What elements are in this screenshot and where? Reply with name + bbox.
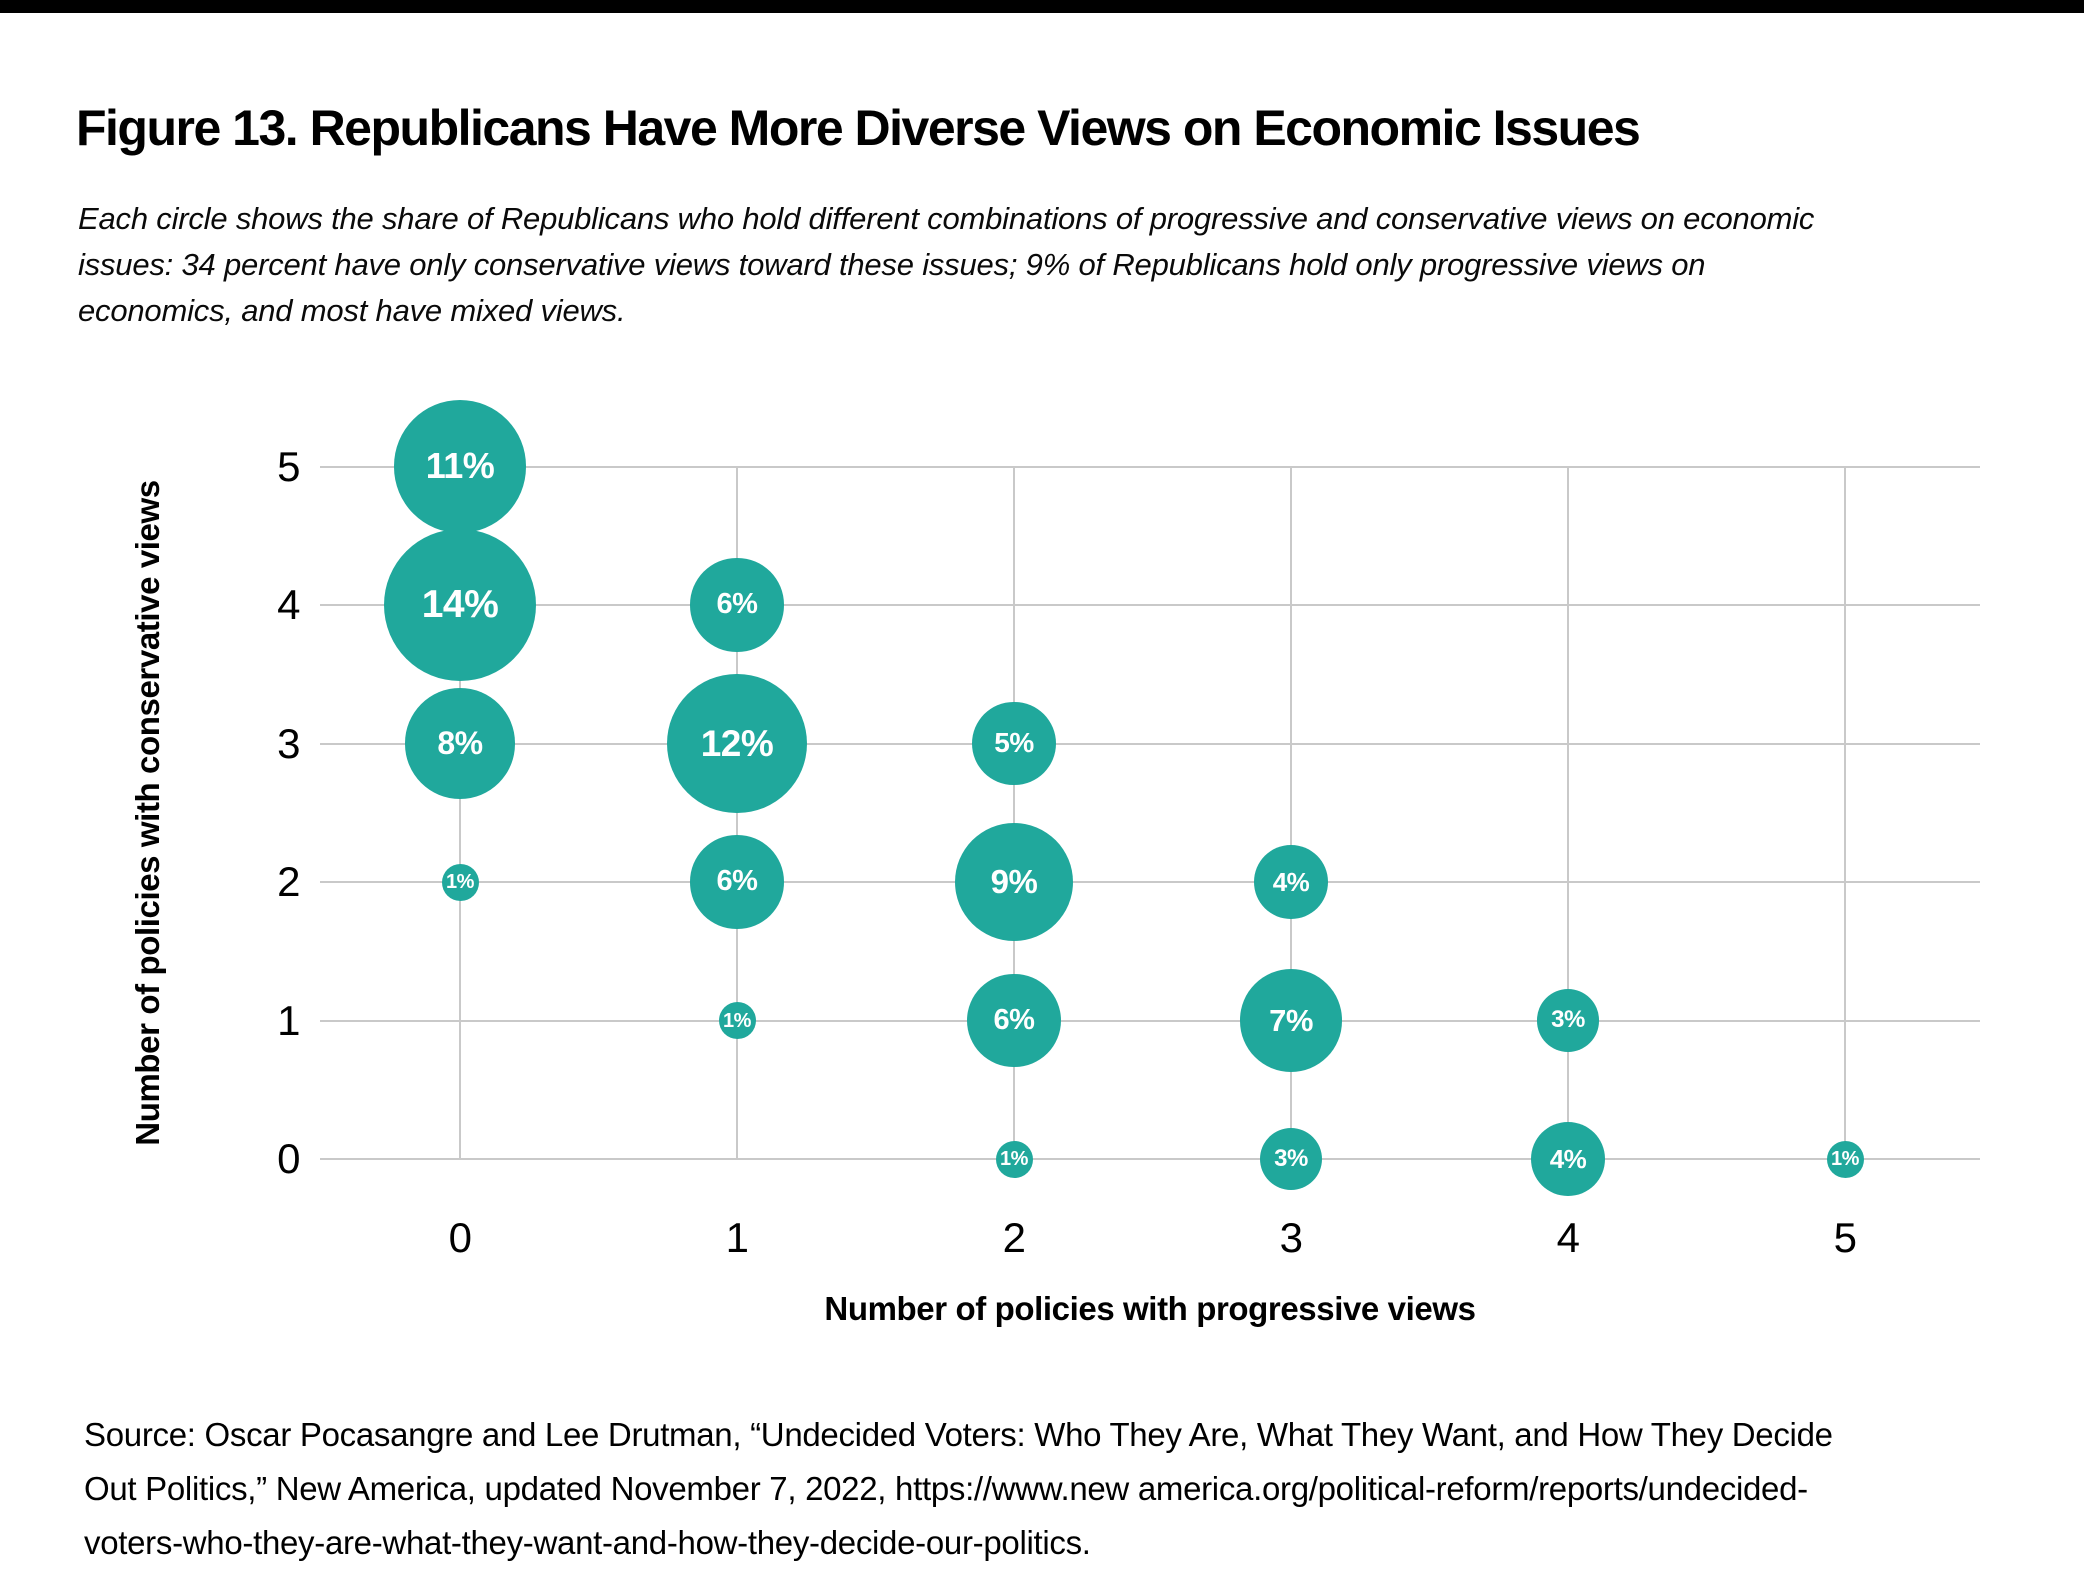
x-tick-label-4: 4 — [1556, 1214, 1580, 1261]
x-tick-label-2: 2 — [1002, 1214, 1026, 1261]
bubble-x1-y1: 1% — [718, 1002, 756, 1039]
y-tick-label-3: 3 — [277, 719, 300, 767]
source-line-2: Out Politics,” New America, updated Nove… — [84, 1470, 1808, 1507]
bubble-label: 6% — [716, 865, 758, 898]
gridline-vertical-3 — [1290, 466, 1292, 1159]
bubble-x3-y2: 4% — [1254, 845, 1328, 919]
bubble-x0-y2: 1% — [441, 863, 479, 901]
bubble-x2-y2: 9% — [954, 822, 1073, 941]
bubble-x3-y1: 7% — [1239, 969, 1342, 1072]
x-tick-label-5: 5 — [1833, 1214, 1857, 1261]
subtitle-line-2: issues: 34 percent have only conservativ… — [78, 247, 1706, 282]
bubble-x2-y0: 1% — [995, 1140, 1033, 1178]
bubble-label: 5% — [994, 727, 1034, 759]
bubble-x0-y3: 8% — [404, 688, 516, 799]
bubble-x4-y1: 3% — [1536, 989, 1600, 1052]
gridline-vertical-0 — [459, 466, 461, 1159]
bubble-label: 1% — [1000, 1148, 1028, 1170]
bubble-x1-y4: 6% — [690, 558, 784, 652]
x-tick-label-1: 1 — [725, 1214, 749, 1261]
bubble-label: 14% — [421, 583, 499, 627]
gridline-horizontal-0 — [320, 1158, 1980, 1160]
bubble-label: 8% — [437, 725, 483, 762]
gridline-horizontal-5 — [320, 465, 1980, 468]
source-line-3: voters-who-they-are-what-they-want-and-h… — [84, 1524, 1091, 1561]
subtitle-line-1: Each circle shows the share of Republica… — [78, 201, 1815, 236]
x-tick-label-0: 0 — [448, 1214, 472, 1261]
bubble-x4-y0: 4% — [1531, 1122, 1605, 1196]
figure-subtitle: Each circle shows the share of Republica… — [78, 196, 1998, 334]
x-tick-label-3: 3 — [1279, 1214, 1303, 1261]
gridline-vertical-2 — [1013, 466, 1015, 1159]
bubble-x1-y3: 12% — [667, 673, 807, 814]
bubble-label: 9% — [990, 863, 1038, 901]
y-tick-label-0: 0 — [277, 1135, 300, 1182]
bubble-x2-y1: 6% — [967, 973, 1061, 1068]
bubble-x2-y3: 5% — [972, 701, 1056, 786]
y-tick-label-1: 1 — [277, 996, 300, 1044]
bubble-label: 11% — [425, 445, 495, 487]
y-tick-label-2: 2 — [277, 858, 300, 905]
gridline-vertical-4 — [1567, 466, 1569, 1159]
bubble-x0-y4: 14% — [383, 528, 537, 682]
top-accent-bar — [0, 0, 2084, 13]
bubble-label: 1% — [723, 1009, 751, 1032]
bubble-label: 3% — [1551, 1006, 1585, 1034]
y-axis-title: Number of policies with conservative vie… — [129, 480, 166, 1146]
bubble-chart: Number of policies with conservative vie… — [0, 380, 2084, 1380]
y-tick-label-5: 5 — [277, 442, 300, 490]
bubble-label: 6% — [716, 588, 758, 621]
bubble-label: 7% — [1269, 1002, 1313, 1038]
x-axis-title: Number of policies with progressive view… — [824, 1290, 1476, 1327]
gridline-horizontal-3 — [320, 742, 1980, 745]
bubble-x0-y5: 11% — [393, 400, 527, 533]
source-line-1: Source: Oscar Pocasangre and Lee Drutman… — [84, 1416, 1833, 1453]
bubble-label: 3% — [1274, 1144, 1308, 1172]
bubble-label: 1% — [1831, 1148, 1859, 1170]
bubble-label: 6% — [993, 1003, 1035, 1036]
bubble-label: 1% — [446, 871, 474, 893]
source-note: Source: Oscar Pocasangre and Lee Drutman… — [84, 1408, 2034, 1570]
bubble-label: 4% — [1272, 866, 1310, 897]
bubble-x5-y0: 1% — [1826, 1140, 1864, 1178]
subtitle-line-3: economics, and most have mixed views. — [78, 293, 626, 328]
gridline-horizontal-4 — [320, 604, 1980, 606]
gridline-horizontal-2 — [320, 881, 1980, 883]
figure-title: Figure 13. Republicans Have More Diverse… — [76, 99, 1641, 156]
y-tick-label-4: 4 — [277, 581, 300, 628]
bubble-label: 12% — [700, 722, 774, 764]
bubble-x3-y0: 3% — [1259, 1127, 1323, 1191]
bubble-x1-y2: 6% — [690, 835, 784, 929]
gridline-horizontal-1 — [320, 1019, 1980, 1022]
gridline-vertical-5 — [1844, 466, 1846, 1159]
bubble-label: 4% — [1549, 1143, 1587, 1174]
